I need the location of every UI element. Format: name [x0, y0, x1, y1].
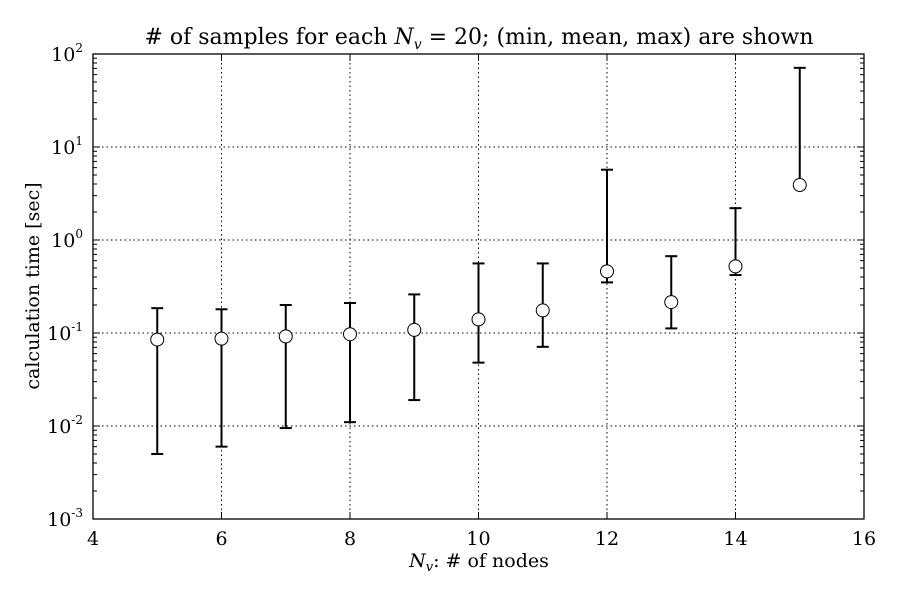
xlabel-sub: v — [426, 560, 434, 575]
y-tick-label: 10-3 — [47, 506, 83, 531]
y-tick-base: 10 — [47, 416, 71, 438]
y-tick-base: 10 — [47, 323, 71, 345]
y-tick-base: 10 — [51, 44, 75, 66]
mean-marker — [600, 264, 614, 279]
mean-marker — [792, 178, 807, 193]
y-tick-exponent: -2 — [71, 413, 83, 427]
x-tick-label: 6 — [215, 528, 227, 550]
xlabel-suffix: : # of nodes — [433, 550, 549, 572]
mean-marker — [343, 327, 357, 342]
x-tick-label: 12 — [595, 528, 619, 550]
mean-marker — [214, 331, 229, 346]
x-tick-label: 8 — [344, 528, 356, 550]
mean-marker — [278, 329, 293, 344]
y-tick-base: 10 — [51, 230, 75, 252]
y-tick-label: 100 — [51, 227, 83, 252]
mean-marker — [150, 332, 165, 347]
title-var: N — [393, 25, 414, 50]
mean-marker — [407, 322, 422, 337]
y-tick-label: 101 — [51, 134, 83, 159]
y-tick-base: 10 — [51, 137, 75, 159]
x-tick-label: 14 — [723, 528, 747, 550]
title-suffix: = 20; (min, mean, max) are shown — [422, 25, 814, 50]
y-tick-label: 10-1 — [47, 320, 83, 345]
mean-marker — [535, 303, 550, 318]
x-tick-label: 16 — [852, 528, 876, 550]
y-tick-exponent: -3 — [71, 506, 83, 520]
title-prefix: # of samples for each — [144, 25, 394, 50]
mean-marker — [471, 312, 486, 327]
y-tick-base: 10 — [47, 509, 71, 531]
y-axis-label: calculation time [sec] — [22, 182, 44, 389]
mean-marker — [664, 295, 679, 310]
y-tick-label: 102 — [51, 41, 83, 66]
x-tick-label: 4 — [87, 528, 99, 550]
mean-markers — [150, 178, 807, 347]
xlabel-var: N — [408, 550, 427, 572]
y-tick-label: 10-2 — [47, 413, 83, 438]
x-tick-label: 10 — [466, 528, 490, 550]
x-tick-labels: 4 6 8 10 12 14 16 — [87, 528, 876, 550]
mean-marker — [728, 259, 743, 274]
y-tick-exponent: 0 — [75, 227, 83, 241]
y-tick-exponent: -1 — [71, 320, 83, 334]
y-tick-exponent: 1 — [75, 134, 83, 148]
x-axis-label: Nv: # of nodes — [408, 550, 549, 575]
title-sub: v — [414, 37, 422, 53]
tick-marks — [92, 53, 865, 520]
y-tick-exponent: 2 — [75, 41, 83, 55]
chart-title: # of samples for each Nv = 20; (min, mea… — [144, 25, 813, 53]
